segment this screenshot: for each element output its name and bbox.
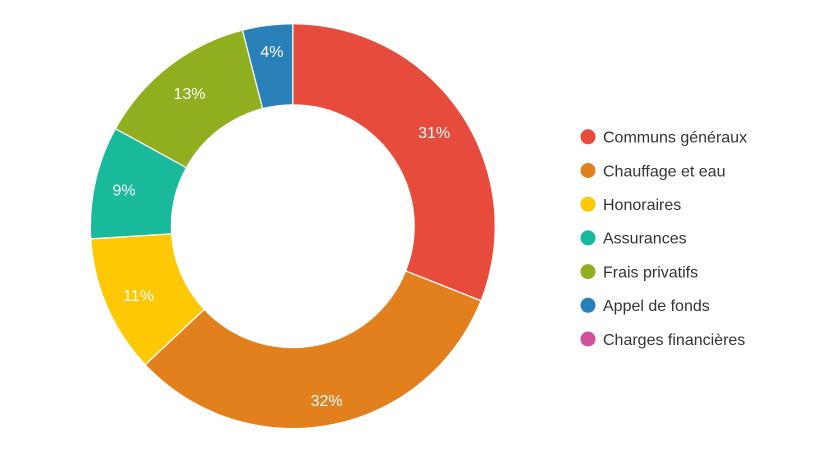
svg-text:Frais privatifs: Frais privatifs: [603, 264, 698, 281]
svg-text:13%: 13%: [173, 86, 205, 103]
svg-text:Communs généraux: Communs généraux: [603, 130, 747, 147]
svg-text:11%: 11%: [123, 288, 154, 305]
svg-text:Honoraires: Honoraires: [603, 197, 681, 214]
svg-text:32%: 32%: [311, 393, 343, 410]
svg-text:Chauffage et eau: Chauffage et eau: [603, 163, 725, 180]
svg-text:4%: 4%: [260, 44, 283, 61]
svg-text:Charges financières: Charges financières: [603, 332, 745, 349]
svg-text:Appel de fonds: Appel de fonds: [603, 298, 710, 315]
svg-text:Assurances: Assurances: [603, 231, 687, 248]
svg-text:31%: 31%: [418, 125, 450, 142]
svg-text:9%: 9%: [113, 182, 136, 199]
